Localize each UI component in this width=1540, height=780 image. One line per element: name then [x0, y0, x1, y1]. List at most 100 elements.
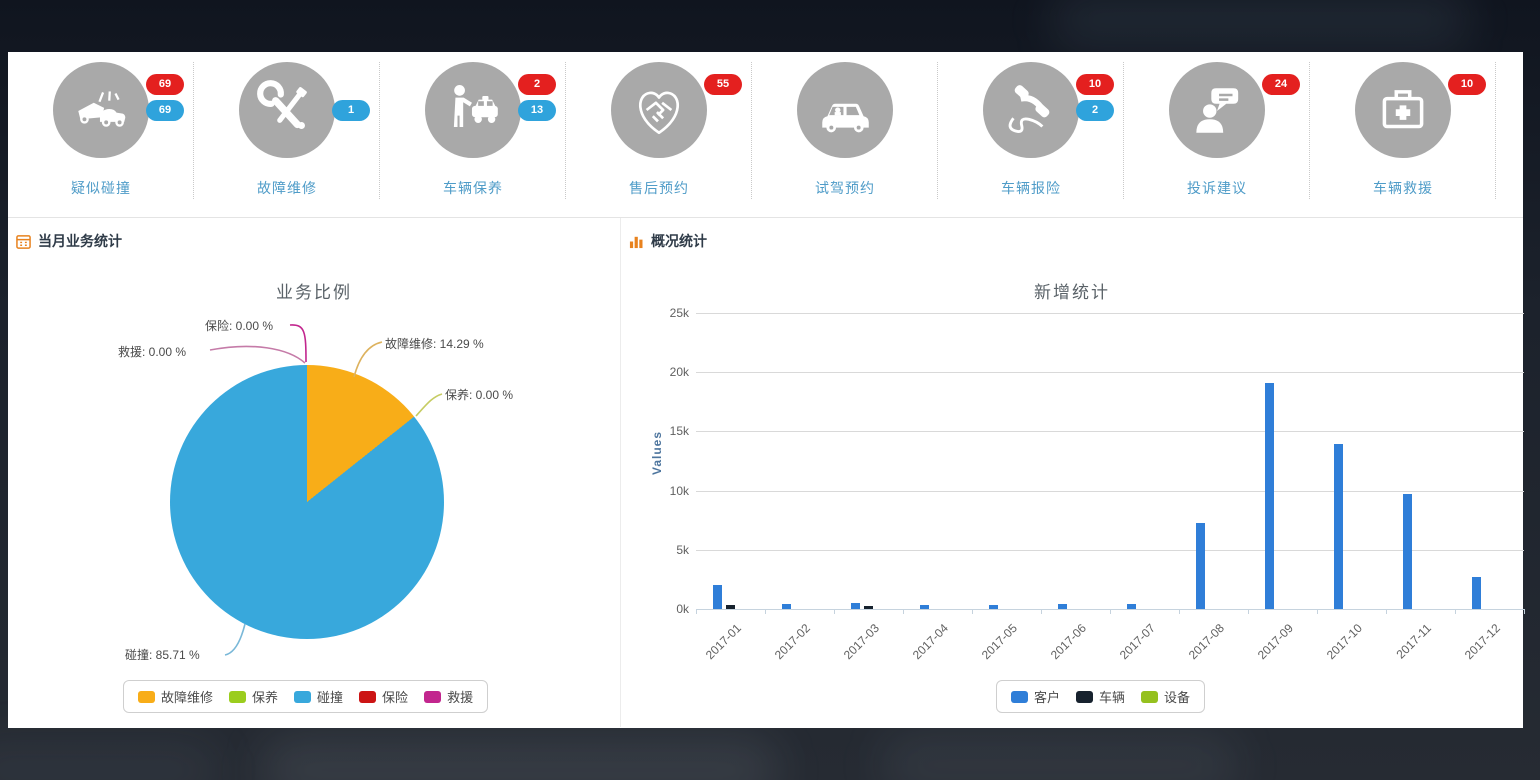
- phone-icon: [983, 62, 1079, 158]
- y-tick-label: 0k: [676, 602, 689, 616]
- legend-color-chip: [1076, 690, 1094, 703]
- x-axis-tick: [903, 609, 904, 614]
- quick-action-complaints[interactable]: 24 投诉建议: [1124, 52, 1310, 217]
- x-tick-label: 2017-04: [909, 621, 951, 663]
- x-axis-tick: [1386, 609, 1387, 614]
- legend-label: 保险: [382, 690, 409, 705]
- pie-callout-collision: 碰撞: 85.71 %: [125, 648, 200, 662]
- section-header-overview: 概况统计: [629, 231, 707, 251]
- legend-item[interactable]: 车辆: [1076, 687, 1125, 706]
- bar-车辆-2017-03[interactable]: [864, 606, 873, 609]
- legend-color-chip: [138, 690, 155, 703]
- person-taxi-icon: [425, 62, 521, 158]
- quick-action-aftersales-booking[interactable]: 55 售后预约: [566, 52, 752, 217]
- quick-action-label: 车辆保养: [443, 180, 503, 196]
- x-tick-label: 2017-02: [771, 621, 813, 663]
- tools-icon: [239, 62, 335, 158]
- bar-客户-2017-07[interactable]: [1127, 603, 1136, 609]
- x-axis-tick: [1524, 609, 1525, 614]
- legend-color-chip: [424, 690, 442, 703]
- legend-item[interactable]: 设备: [1141, 687, 1190, 706]
- legend-item[interactable]: 保险: [359, 687, 408, 706]
- y-tick-label: 25k: [669, 306, 689, 320]
- blue-count-badge: 13: [518, 100, 556, 121]
- red-count-badge: 2: [518, 74, 556, 95]
- y-tick-label: 10k: [669, 483, 689, 498]
- bar-chart-title: 新增统计: [1034, 283, 1110, 302]
- bar-客户-2017-02[interactable]: [782, 604, 791, 609]
- legend-color-chip: [359, 690, 377, 703]
- x-tick-label: 2017-10: [1323, 621, 1365, 663]
- x-axis-tick: [1041, 609, 1042, 614]
- x-tick-label: 2017-11: [1393, 621, 1434, 662]
- x-axis-tick: [972, 609, 973, 614]
- pie-callout-repair: 故障维修: 14.29 %: [385, 337, 484, 351]
- gridline: [696, 549, 1524, 551]
- x-tick-label: 2017-12: [1461, 621, 1503, 663]
- quick-action-fault-repair[interactable]: 1 故障维修: [194, 52, 380, 217]
- y-tick-label: 5k: [676, 542, 689, 557]
- red-count-badge: 24: [1262, 74, 1300, 95]
- quick-action-insurance-claim[interactable]: 10 2 车辆报险: [938, 52, 1124, 217]
- x-axis-tick: [696, 609, 697, 614]
- blue-count-badge: 2: [1076, 100, 1114, 121]
- bar-车辆-2017-01[interactable]: [726, 605, 735, 609]
- legend-item[interactable]: 故障维修: [138, 687, 213, 706]
- legend-label: 设备: [1164, 690, 1191, 705]
- legend-item[interactable]: 碰撞: [294, 687, 343, 706]
- blue-count-badge: 69: [146, 100, 184, 121]
- legend-color-chip: [1011, 690, 1028, 703]
- x-tick-label: 2017-03: [840, 621, 882, 663]
- y-axis-tick-labels: 25k 20k 15k 10k 5k 0k: [649, 306, 689, 616]
- gridline: [696, 431, 1524, 433]
- bar-chart-icon: [629, 236, 643, 248]
- bar-客户-2017-03[interactable]: [851, 602, 860, 609]
- bar-客户-2017-11[interactable]: [1403, 494, 1412, 609]
- x-tick-label: 2017-06: [1047, 621, 1089, 663]
- business-ratio-pie[interactable]: [170, 365, 444, 639]
- legend-item[interactable]: 客户: [1011, 687, 1060, 706]
- bar-客户-2017-09[interactable]: [1265, 382, 1274, 609]
- x-tick-label: 2017-01: [702, 621, 744, 663]
- bar-客户-2017-12[interactable]: [1472, 577, 1481, 609]
- section-header-monthly-business: 当月业务统计: [16, 231, 122, 251]
- y-tick-label: 15k: [669, 424, 689, 439]
- section-title: 概况统计: [651, 233, 707, 249]
- quick-action-label: 投诉建议: [1187, 180, 1247, 196]
- quick-action-label: 车辆报险: [1001, 180, 1061, 196]
- x-axis-tick: [834, 609, 835, 614]
- bar-客户-2017-06[interactable]: [1058, 604, 1067, 609]
- feedback-icon: [1169, 62, 1265, 158]
- quick-action-label: 车辆救援: [1373, 180, 1433, 196]
- dashboard-panel: 69 69 疑似碰撞 1 故障维修: [8, 52, 1525, 728]
- quick-action-vehicle-rescue[interactable]: 10 车辆救援: [1310, 52, 1496, 217]
- bar-客户-2017-04[interactable]: [920, 604, 929, 609]
- quick-action-label: 疑似碰撞: [71, 180, 131, 196]
- x-tick-label: 2017-07: [1116, 621, 1158, 663]
- red-count-badge: 10: [1448, 74, 1486, 95]
- quick-action-label: 售后预约: [629, 180, 689, 196]
- legend-item[interactable]: 保养: [229, 687, 278, 706]
- legend-item[interactable]: 救援: [424, 687, 473, 706]
- quick-action-vehicle-maintenance[interactable]: 2 13 车辆保养: [380, 52, 566, 217]
- bar-客户-2017-01[interactable]: [713, 585, 722, 609]
- bar-客户-2017-10[interactable]: [1334, 444, 1343, 609]
- pie-chart-title: 业务比例: [276, 283, 352, 302]
- monthly-business-section: 当月业务统计 业务比例 保险: 0.00 % 救援: 0.00 % 故障维修: …: [8, 218, 620, 727]
- pie-legend: 故障维修 保养 碰撞 保险 救援: [123, 680, 489, 713]
- blue-count-badge: 1: [332, 100, 370, 121]
- gridline: [696, 372, 1524, 374]
- new-additions-bar-chart[interactable]: 2017-01 2017-02 2017-03 2017-04 2017-05 2017-…: [696, 313, 1525, 662]
- handshake-icon: [611, 62, 707, 158]
- x-axis-tick: [1179, 609, 1180, 614]
- gridline: [696, 490, 1524, 492]
- bar-客户-2017-08[interactable]: [1196, 522, 1205, 609]
- red-count-badge: 10: [1076, 74, 1114, 95]
- red-count-badge: 69: [146, 74, 184, 95]
- quick-action-testdrive-booking[interactable]: 试驾预约: [752, 52, 938, 217]
- quick-action-suspected-collision[interactable]: 69 69 疑似碰撞: [8, 52, 194, 217]
- pie-callout-insurance: 保险: 0.00 %: [205, 319, 274, 333]
- quick-action-label: 故障维修: [257, 180, 317, 196]
- bar-客户-2017-05[interactable]: [989, 605, 998, 609]
- x-tick-label: 2017-05: [978, 621, 1020, 663]
